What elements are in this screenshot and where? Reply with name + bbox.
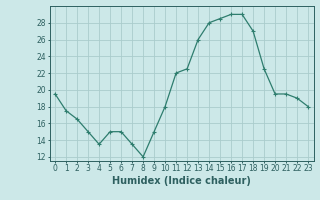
X-axis label: Humidex (Indice chaleur): Humidex (Indice chaleur) bbox=[112, 176, 251, 186]
